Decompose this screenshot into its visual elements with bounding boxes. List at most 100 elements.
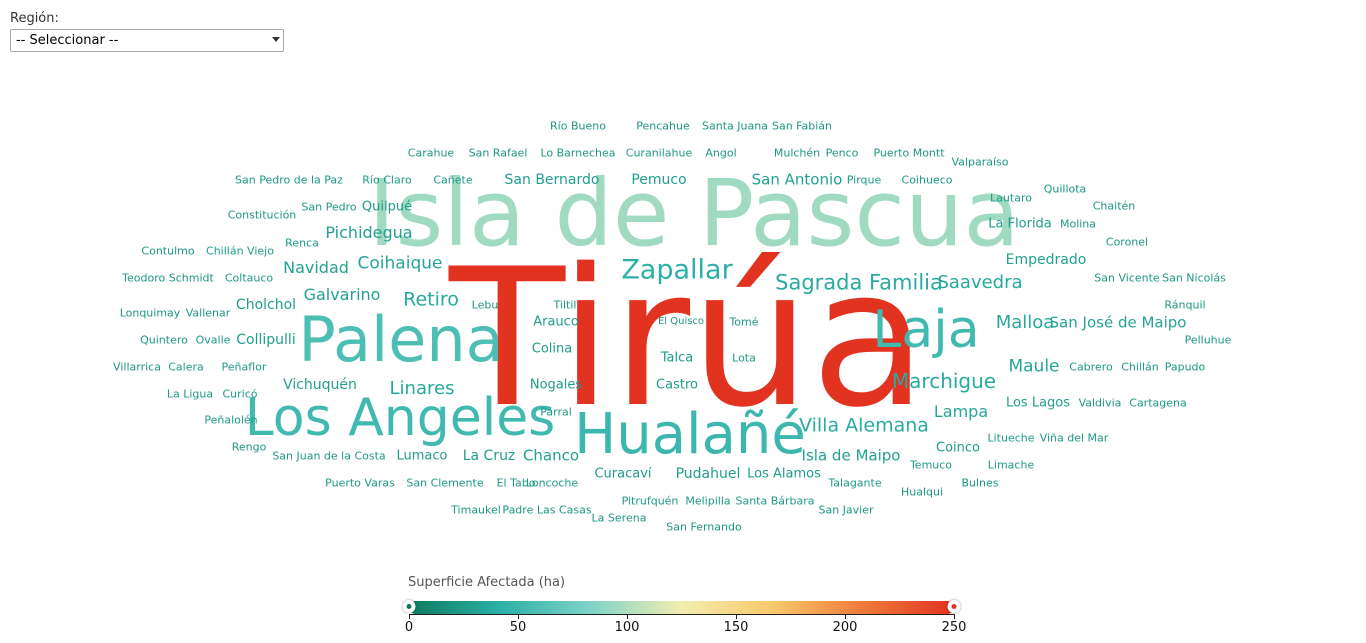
cloud-word[interactable]: Curanilahue: [625, 146, 693, 160]
cloud-word[interactable]: Río Claro: [362, 173, 412, 187]
cloud-word[interactable]: Cañete: [433, 173, 473, 187]
cloud-word[interactable]: San Pedro: [301, 200, 357, 214]
cloud-word[interactable]: Tiltil: [553, 298, 577, 312]
cloud-word[interactable]: Talagante: [828, 476, 882, 490]
cloud-word[interactable]: Lumaco: [396, 448, 448, 464]
cloud-word[interactable]: Peñalolén: [204, 413, 258, 427]
cloud-word[interactable]: Temuco: [909, 458, 953, 472]
cloud-word[interactable]: Valparaíso: [951, 155, 1009, 169]
cloud-word[interactable]: Renca: [285, 236, 319, 250]
cloud-word[interactable]: Carahue: [407, 146, 455, 160]
cloud-word[interactable]: Lota: [732, 351, 756, 365]
cloud-word[interactable]: Quilpué: [361, 199, 413, 215]
cloud-word[interactable]: Santa Bárbara: [735, 494, 815, 508]
cloud-word[interactable]: Pitrufquén: [621, 494, 679, 508]
cloud-word[interactable]: Santa Juana: [702, 119, 768, 133]
cloud-word[interactable]: Coihueco: [901, 173, 953, 187]
cloud-word[interactable]: La Florida: [988, 216, 1052, 232]
cloud-word[interactable]: Papudo: [1164, 360, 1206, 374]
cloud-word[interactable]: San Clemente: [406, 476, 484, 490]
cloud-word[interactable]: San Juan de la Costa: [272, 449, 386, 463]
cloud-word[interactable]: Limache: [987, 458, 1035, 472]
cloud-word[interactable]: Malloa: [995, 312, 1055, 333]
cloud-word[interactable]: Tirúa: [449, 228, 927, 449]
cloud-word[interactable]: Río Bueno: [550, 119, 606, 133]
cloud-word[interactable]: Teodoro Schmidt: [122, 271, 214, 285]
cloud-word[interactable]: Pencahue: [636, 119, 690, 133]
cloud-word[interactable]: Pemuco: [631, 172, 687, 188]
cloud-word[interactable]: Pirque: [846, 173, 882, 187]
cloud-word[interactable]: Lonquimay: [119, 306, 181, 320]
cloud-word[interactable]: Los Alamos: [747, 466, 821, 482]
cloud-word[interactable]: El Tabo: [496, 476, 536, 490]
cloud-word[interactable]: Lautaro: [990, 191, 1032, 205]
cloud-word[interactable]: Chanco: [522, 446, 580, 465]
cloud-word[interactable]: Chillán: [1121, 360, 1159, 374]
cloud-word[interactable]: Los Lagos: [1005, 395, 1071, 411]
cloud-word[interactable]: Villa Alemana: [799, 414, 929, 437]
cloud-word[interactable]: Chillán Viejo: [206, 244, 274, 258]
cloud-word[interactable]: Penco: [825, 146, 859, 160]
cloud-word[interactable]: San Antonio: [751, 170, 843, 189]
cloud-word[interactable]: San José de Maipo: [1049, 313, 1187, 332]
cloud-word[interactable]: Saavedra: [937, 272, 1023, 293]
cloud-word[interactable]: Maule: [1008, 356, 1060, 377]
cloud-word[interactable]: Ovalle: [195, 333, 231, 347]
cloud-word[interactable]: Retiro: [403, 288, 459, 311]
cloud-word[interactable]: Lebu: [471, 298, 499, 312]
cloud-word[interactable]: Isla de Maipo: [801, 446, 901, 465]
cloud-word[interactable]: Viña del Mar: [1039, 431, 1109, 445]
cloud-word[interactable]: Valdivia: [1078, 396, 1122, 410]
cloud-word[interactable]: La Cruz: [462, 448, 516, 464]
cloud-word[interactable]: Nogales: [529, 377, 583, 393]
region-select[interactable]: -- Seleccionar --: [10, 29, 284, 52]
cloud-word[interactable]: Sagrada Familia: [775, 270, 943, 295]
cloud-word[interactable]: Curicó: [222, 387, 258, 401]
cloud-word[interactable]: Tomé: [729, 315, 759, 329]
cloud-word[interactable]: Puerto Varas: [325, 476, 395, 490]
cloud-word[interactable]: San Javier: [818, 503, 874, 517]
cloud-word[interactable]: Pudahuel: [675, 466, 741, 482]
cloud-word[interactable]: Lo Barnechea: [540, 146, 616, 160]
cloud-word[interactable]: Pichidegua: [325, 223, 413, 242]
cloud-word[interactable]: Melipilla: [685, 494, 731, 508]
cloud-word[interactable]: Calera: [168, 360, 204, 374]
cloud-word[interactable]: Cartagena: [1129, 396, 1187, 410]
cloud-word[interactable]: Contulmo: [141, 244, 195, 258]
cloud-word[interactable]: San Rafael: [468, 146, 528, 160]
cloud-word[interactable]: Coronel: [1105, 235, 1149, 249]
cloud-word[interactable]: La Ligua: [166, 387, 214, 401]
cloud-word[interactable]: Constitución: [227, 208, 297, 222]
cloud-word[interactable]: Lampa: [933, 402, 989, 421]
cloud-word[interactable]: Palena: [298, 303, 504, 376]
cloud-word[interactable]: Vichuquén: [283, 377, 357, 393]
cloud-word[interactable]: Cabrero: [1069, 360, 1113, 374]
cloud-word[interactable]: Castro: [656, 377, 698, 393]
cloud-word[interactable]: San Pedro de la Paz: [235, 173, 343, 187]
cloud-word[interactable]: Litueche: [987, 431, 1035, 445]
cloud-word[interactable]: Rengo: [231, 440, 267, 454]
cloud-word[interactable]: Isla de Pascua: [368, 160, 1020, 267]
cloud-word[interactable]: Linares: [389, 378, 455, 399]
legend-range-handle-high[interactable]: [947, 600, 961, 613]
cloud-word[interactable]: San Fernando: [666, 520, 742, 534]
cloud-word[interactable]: El Quisco: [657, 316, 705, 327]
cloud-word[interactable]: Cholchol: [235, 297, 297, 313]
cloud-word[interactable]: Puerto Montt: [873, 146, 945, 160]
cloud-word[interactable]: Coltauco: [224, 271, 274, 285]
cloud-word[interactable]: San Bernardo: [504, 172, 600, 188]
cloud-word[interactable]: Coinco: [936, 440, 980, 456]
cloud-word[interactable]: Curacaví: [594, 466, 652, 482]
cloud-word[interactable]: Peñaflor: [221, 360, 267, 374]
cloud-word[interactable]: Villarrica: [113, 360, 161, 374]
cloud-word[interactable]: Bulnes: [961, 476, 999, 490]
cloud-word[interactable]: Ránquil: [1164, 298, 1206, 312]
cloud-word[interactable]: Los Angeles: [244, 388, 556, 448]
cloud-word[interactable]: Talca: [660, 350, 694, 366]
cloud-word[interactable]: Chaitén: [1092, 199, 1136, 213]
cloud-word[interactable]: Vallenar: [185, 306, 231, 320]
cloud-word[interactable]: Loncoche: [525, 476, 579, 490]
cloud-word[interactable]: San Fabián: [771, 119, 833, 133]
cloud-word[interactable]: Zapallar: [621, 254, 733, 286]
cloud-word[interactable]: Angol: [705, 146, 737, 160]
